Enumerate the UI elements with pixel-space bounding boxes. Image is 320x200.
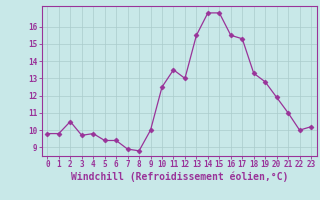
X-axis label: Windchill (Refroidissement éolien,°C): Windchill (Refroidissement éolien,°C) <box>70 172 288 182</box>
